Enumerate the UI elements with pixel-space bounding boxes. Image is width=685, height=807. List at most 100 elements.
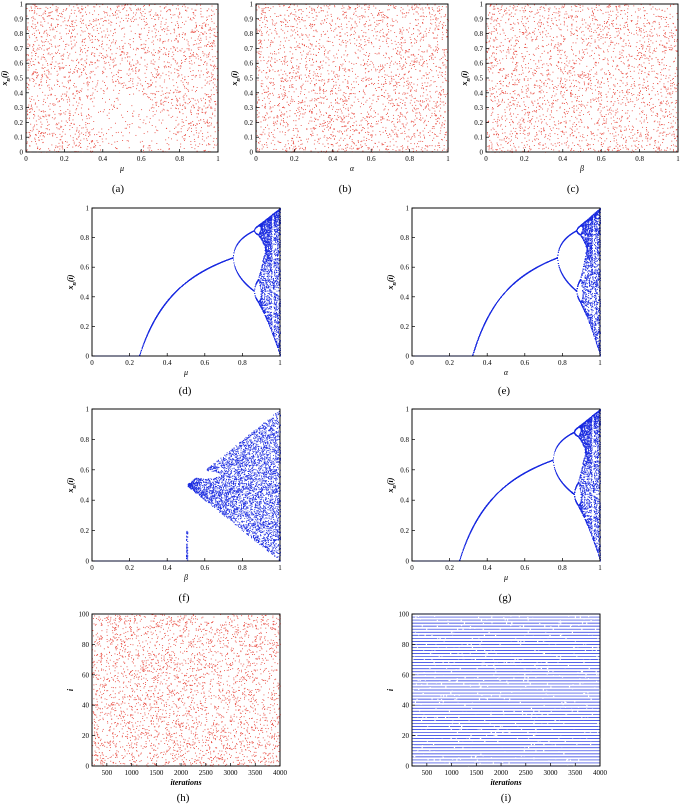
data-point [176, 139, 178, 141]
data-point [170, 72, 172, 74]
data-point [275, 121, 276, 123]
data-point [183, 97, 185, 99]
data-point [364, 62, 366, 64]
data-point [269, 81, 271, 83]
data-point [283, 37, 285, 39]
data-point [381, 142, 383, 144]
data-point [150, 72, 152, 74]
data-point [213, 40, 215, 42]
data-point [346, 146, 348, 148]
data-point [106, 37, 108, 39]
data-point [444, 77, 446, 79]
data-point [173, 91, 175, 93]
y-tick-label: 0.6 [244, 60, 253, 68]
data-point [367, 59, 369, 60]
data-point [417, 19, 419, 21]
data-point [264, 119, 266, 121]
data-point [422, 117, 424, 119]
data-point [48, 15, 49, 17]
data-point [415, 97, 416, 99]
data-point [391, 25, 393, 27]
data-point [354, 8, 356, 10]
data-point [440, 138, 442, 140]
x-tick-label: 1 [446, 155, 450, 163]
data-point [288, 39, 290, 41]
data-point [290, 13, 292, 15]
data-point [331, 89, 333, 91]
data-point [327, 126, 329, 127]
data-point [395, 92, 397, 94]
data-point [160, 103, 162, 105]
data-point [38, 140, 40, 142]
data-point [180, 146, 182, 148]
data-point [42, 141, 44, 143]
data-point [162, 42, 164, 44]
data-point [413, 125, 414, 127]
data-point [78, 131, 80, 133]
data-point [179, 103, 181, 105]
data-point [407, 80, 409, 82]
data-point [284, 107, 286, 109]
data-point [401, 45, 403, 47]
data-point [38, 130, 40, 132]
data-point [341, 133, 343, 135]
data-point [269, 45, 271, 47]
data-point [194, 39, 196, 41]
data-point [43, 32, 45, 34]
data-point [411, 7, 413, 9]
data-point [62, 148, 64, 150]
data-point [306, 67, 308, 69]
data-point [381, 89, 382, 91]
data-point [385, 52, 387, 54]
data-point [377, 83, 379, 85]
data-point [405, 15, 407, 17]
data-point [272, 94, 274, 96]
data-point [348, 6, 350, 8]
data-point [290, 47, 292, 49]
data-point [161, 103, 163, 105]
data-point [175, 38, 177, 40]
data-point [416, 57, 418, 59]
data-point [178, 65, 180, 67]
data-point [355, 63, 357, 64]
data-point [315, 118, 317, 120]
data-point [167, 40, 169, 42]
data-point [216, 36, 218, 37]
data-point [417, 35, 418, 37]
data-point [106, 28, 108, 30]
data-point [55, 46, 57, 48]
data-point [143, 149, 144, 151]
data-point [318, 142, 320, 144]
data-point [40, 79, 42, 81]
data-point [35, 26, 37, 27]
data-point [28, 35, 30, 37]
data-point [329, 128, 331, 130]
data-point [198, 120, 200, 122]
y-tick-label: 0 [250, 149, 254, 157]
data-point [393, 85, 395, 87]
data-point [81, 104, 83, 106]
data-point [199, 4, 201, 6]
data-point [35, 134, 37, 136]
data-point [361, 102, 362, 104]
data-point [410, 138, 412, 140]
data-point [206, 64, 208, 66]
data-point [280, 78, 282, 80]
data-point [294, 46, 296, 48]
data-point [282, 106, 284, 108]
data-point [321, 64, 323, 66]
data-point [272, 69, 274, 71]
data-point [438, 105, 440, 107]
data-point [39, 135, 41, 137]
data-point [102, 4, 104, 6]
data-point [112, 35, 114, 37]
data-point [350, 89, 352, 91]
data-point [197, 106, 199, 108]
data-point [163, 100, 165, 102]
data-point [212, 56, 214, 58]
data-point [273, 125, 275, 127]
data-point [434, 134, 436, 135]
data-point [416, 108, 418, 110]
data-point [48, 73, 50, 75]
data-point [371, 30, 373, 32]
